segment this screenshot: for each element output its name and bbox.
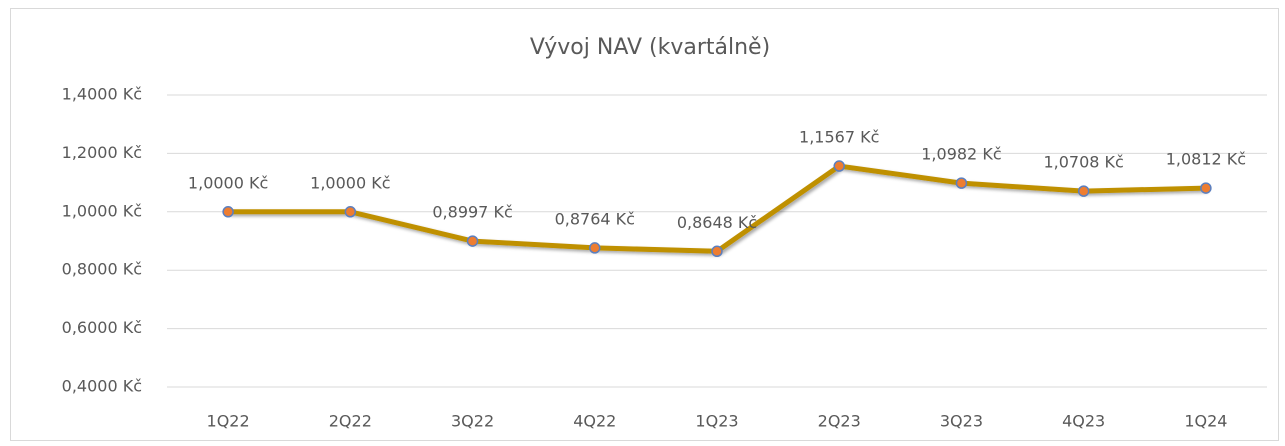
marker bbox=[222, 206, 234, 218]
y-tick-label: 0,6000 Kč bbox=[62, 318, 142, 337]
data-label: 1,0812 Kč bbox=[1166, 150, 1246, 169]
x-tick-label: 3Q22 bbox=[451, 412, 494, 431]
marker bbox=[589, 242, 601, 254]
marker bbox=[1200, 182, 1212, 194]
marker bbox=[833, 160, 845, 172]
x-tick-label: 1Q23 bbox=[695, 412, 738, 431]
y-tick-label: 1,0000 Kč bbox=[62, 201, 142, 220]
marker bbox=[1077, 185, 1090, 197]
marker bbox=[955, 177, 968, 189]
data-label: 1,0000 Kč bbox=[310, 173, 390, 192]
data-label: 1,0982 Kč bbox=[921, 145, 1001, 164]
data-label: 1,0000 Kč bbox=[188, 173, 268, 192]
marker bbox=[466, 235, 479, 247]
data-label: 0,8648 Kč bbox=[677, 213, 757, 232]
data-label: 0,8997 Kč bbox=[432, 203, 512, 222]
y-tick-label: 0,4000 Kč bbox=[62, 377, 142, 396]
x-tick-label: 4Q23 bbox=[1062, 412, 1105, 431]
y-tick-label: 1,2000 Kč bbox=[62, 143, 142, 162]
marker bbox=[344, 206, 357, 218]
marker bbox=[711, 245, 723, 258]
data-label: 1,1567 Kč bbox=[799, 128, 879, 147]
x-tick-label: 1Q22 bbox=[207, 412, 250, 431]
y-tick-label: 0,8000 Kč bbox=[62, 260, 142, 279]
x-tick-label: 2Q22 bbox=[329, 412, 372, 431]
x-tick-label: 4Q22 bbox=[573, 412, 616, 431]
x-tick-label: 2Q23 bbox=[818, 412, 861, 431]
chart-title: Vývoj NAV (kvartálně) bbox=[530, 35, 770, 60]
data-label: 1,0708 Kč bbox=[1043, 153, 1123, 172]
x-tick-label: 1Q24 bbox=[1184, 412, 1227, 431]
x-tick-label: 3Q23 bbox=[940, 412, 983, 431]
chart-frame bbox=[10, 8, 1279, 441]
y-tick-label: 1,4000 Kč bbox=[62, 85, 142, 104]
data-label: 0,8764 Kč bbox=[555, 209, 635, 228]
